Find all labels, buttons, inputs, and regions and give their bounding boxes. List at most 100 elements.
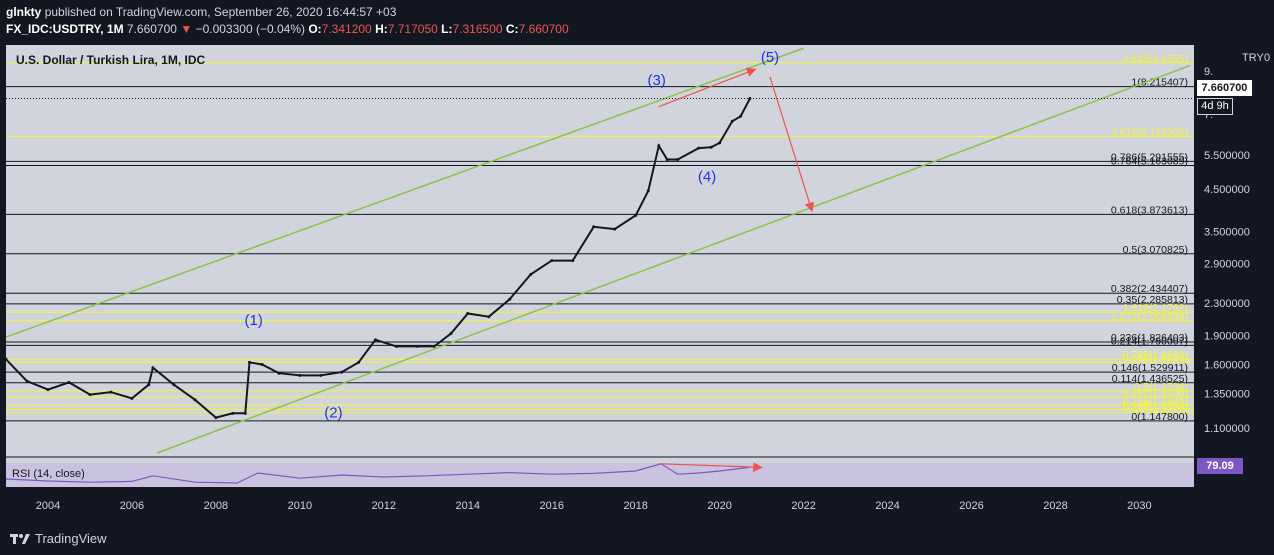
brand-name: TradingView xyxy=(35,531,107,546)
price-point xyxy=(730,119,734,123)
price-point xyxy=(394,344,398,348)
fib-level-label: 0.764(5.163089) xyxy=(1111,156,1188,168)
low-label: L: xyxy=(441,22,453,36)
price-point xyxy=(260,362,264,366)
wave-label: (2) xyxy=(324,405,342,422)
time-axis[interactable]: 2004 2006 2008 2010 2012 2014 2016 2018 2020 2022… xyxy=(0,487,1274,523)
price-point xyxy=(634,213,638,217)
open-label: O: xyxy=(308,22,322,36)
price-tick-label: 9. xyxy=(1204,66,1213,78)
rsi-value-tag: 79.09 xyxy=(1197,458,1243,474)
open-value: 7.341200 xyxy=(321,22,372,36)
scale-mode-label[interactable]: 0 xyxy=(1264,52,1271,64)
price-tick-label: 1.350000 xyxy=(1204,388,1250,400)
price-tick-label: 2.300000 xyxy=(1204,298,1250,310)
fib-level-label: 0.618(3.873613) xyxy=(1111,204,1188,216)
price-point xyxy=(529,272,533,276)
price-point xyxy=(665,158,669,162)
rsi-band xyxy=(6,463,1194,487)
price-point xyxy=(357,360,361,364)
price-point xyxy=(508,297,512,301)
publisher-name[interactable]: glnkty xyxy=(6,5,42,19)
fib-level-label: 0.5(3.070825) xyxy=(1123,244,1188,256)
price-point xyxy=(109,390,113,394)
close-value: 7.660700 xyxy=(518,22,569,36)
price-point xyxy=(657,144,661,148)
fib-level-label: 4.618(9.4555) xyxy=(1123,53,1188,65)
time-tick-label: 2016 xyxy=(539,500,563,512)
price-point xyxy=(613,227,617,231)
time-tick-label: 2030 xyxy=(1127,500,1151,512)
price-point xyxy=(571,259,575,263)
price-tick-label: 1.900000 xyxy=(1204,330,1250,342)
price-tick-label: 1.600000 xyxy=(1204,359,1250,371)
price-chart[interactable]: 4.618(9.4555) 1(8.215407) 3.618(6.132508) 0… xyxy=(4,45,1194,487)
fib-level-label: 1.618(2.1762) xyxy=(1123,302,1188,314)
price-point xyxy=(277,371,281,375)
arrow-projection xyxy=(769,76,815,213)
time-tick-label: 2010 xyxy=(288,500,312,512)
tradingview-icon xyxy=(10,533,30,544)
change-value: −0.003300 (−0.04%) xyxy=(195,22,305,36)
last-value: 7.660700 xyxy=(126,22,177,36)
fib-level-label: 0.786(5.291555) xyxy=(1111,151,1188,163)
wave-label: (4) xyxy=(698,168,716,185)
fib-level-label: 0.35(2.285813) xyxy=(1117,294,1188,306)
time-tick-label: 2014 xyxy=(456,500,480,512)
chart-area[interactable]: 4.618(9.4555) 1(8.215407) 3.618(6.132508) 0… xyxy=(4,45,1194,487)
fib-level-label: 0.146(1.529911) xyxy=(1112,362,1188,374)
chart-title: U.S. Dollar / Turkish Lira, 1M, IDC xyxy=(16,53,206,67)
price-point xyxy=(466,312,470,316)
price-point xyxy=(151,366,155,370)
time-tick-label: 2026 xyxy=(959,500,983,512)
tradingview-logo[interactable]: TradingView xyxy=(10,531,107,546)
price-point xyxy=(718,141,722,145)
price-tick-label: 1.100000 xyxy=(1204,423,1250,435)
price-point xyxy=(550,259,554,263)
high-label: H: xyxy=(375,22,388,36)
fib-level-label: 1.272(2.068898) xyxy=(1111,311,1188,323)
channel-line-lower xyxy=(156,64,1191,454)
price-point xyxy=(88,393,92,397)
low-value: 7.316500 xyxy=(452,22,503,36)
fib-level-label: 3.618(6.132508) xyxy=(1111,126,1188,138)
price-point xyxy=(646,189,650,193)
channel-line-upper xyxy=(5,47,804,338)
wave-label: (3) xyxy=(647,72,665,89)
time-tick-label: 2028 xyxy=(1043,500,1067,512)
price-point xyxy=(319,373,323,377)
price-point xyxy=(214,416,218,420)
symbol[interactable]: FX_IDC:USDTRY, 1M xyxy=(6,22,124,36)
fib-level-label: 0.114(1.2070) xyxy=(1123,402,1188,414)
fib-level-label: 0.236(1.2604) xyxy=(1123,395,1188,407)
fib-level-label: 0.236(1.826403) xyxy=(1111,332,1188,344)
price-point xyxy=(147,383,151,387)
header: glnkty published on TradingView.com, Sep… xyxy=(0,0,1274,40)
price-point xyxy=(46,388,50,392)
price-point xyxy=(449,332,453,336)
high-value: 7.717050 xyxy=(387,22,438,36)
price-point xyxy=(25,379,29,383)
price-point xyxy=(432,344,436,348)
fib-level-label: 0.618(1.6213) xyxy=(1123,352,1188,364)
time-tick-label: 2018 xyxy=(623,500,647,512)
fib-level-label: 0.214(1.790007) xyxy=(1111,335,1188,347)
price-point xyxy=(709,145,713,149)
fib-level-label: 0.146(1.2291) xyxy=(1123,399,1188,411)
published-text: published on TradingView.com, September … xyxy=(44,5,397,19)
rsi-title: RSI (14, close) xyxy=(12,468,85,480)
fib-level-label: 1(8.215407) xyxy=(1131,77,1188,89)
bar-countdown: 4d 9h xyxy=(1197,98,1233,115)
currency-label: TRY xyxy=(1242,52,1264,64)
time-tick-label: 2022 xyxy=(791,500,815,512)
price-point xyxy=(4,357,8,361)
price-point xyxy=(415,344,419,348)
rsi-divergence-arrow xyxy=(660,462,763,472)
price-point xyxy=(739,114,743,118)
rsi-line xyxy=(5,463,750,484)
footer: TradingView xyxy=(0,523,1274,555)
price-point xyxy=(748,97,752,101)
fib-level-label: 0(1.147800) xyxy=(1131,411,1188,423)
price-point xyxy=(298,373,302,377)
time-tick-label: 2012 xyxy=(372,500,396,512)
